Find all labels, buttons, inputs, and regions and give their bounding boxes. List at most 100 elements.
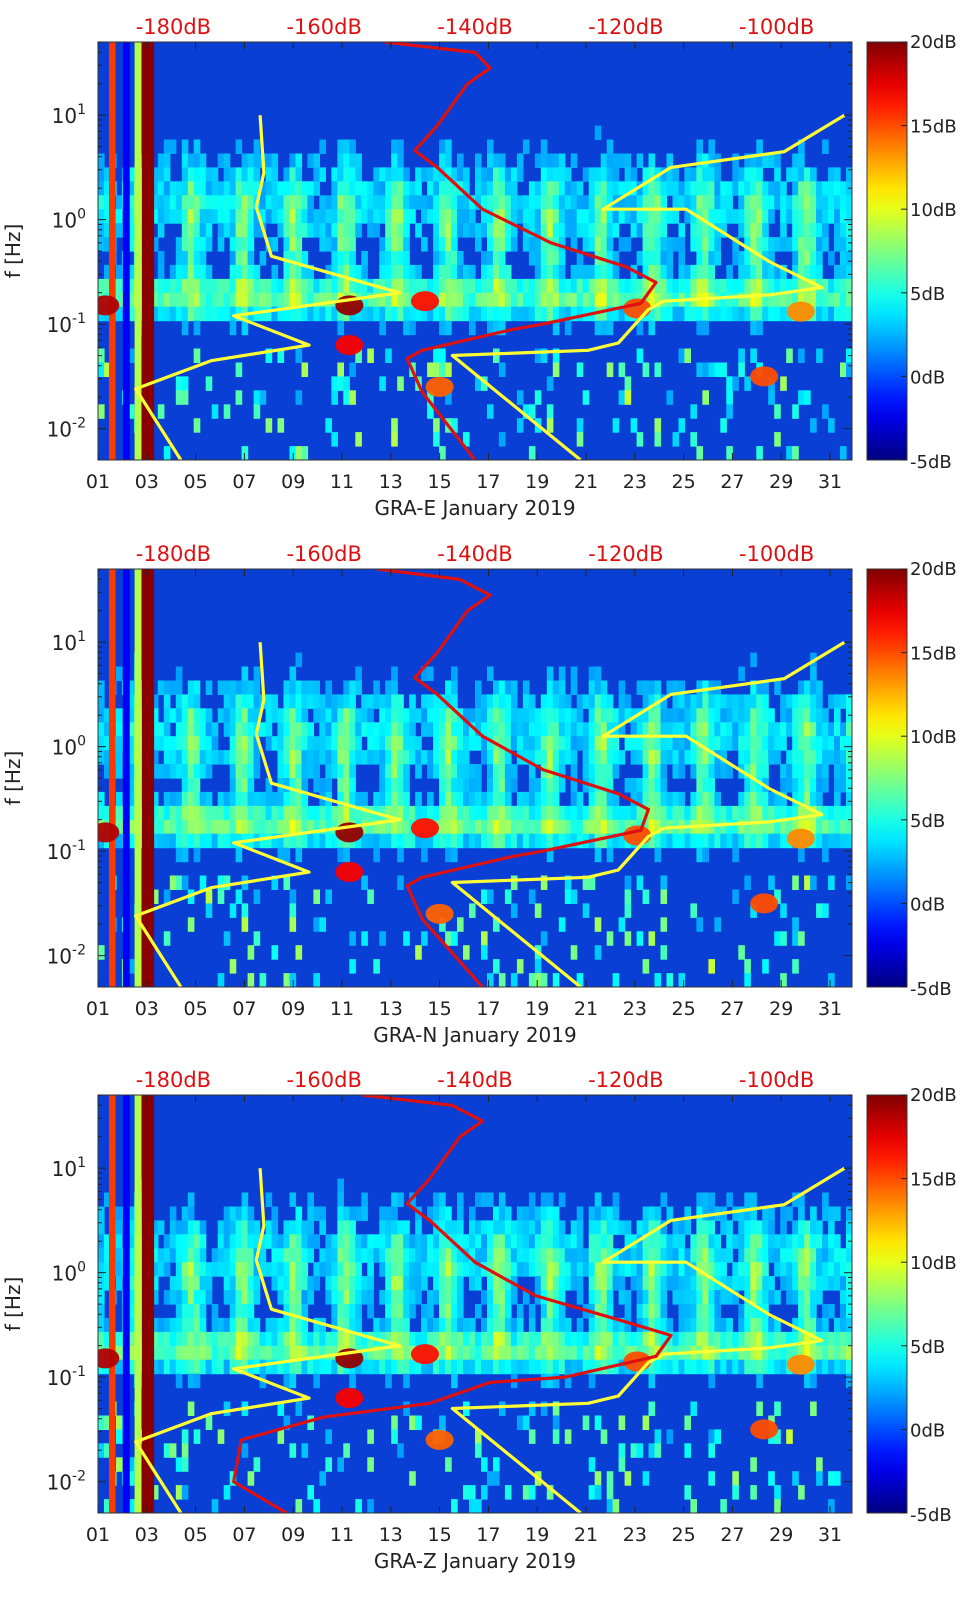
- spectrogram-cell: [672, 1248, 680, 1263]
- spectrogram-cell: [493, 1345, 500, 1361]
- spectrogram-cell: [295, 348, 303, 363]
- spectrogram-cell: [355, 1359, 362, 1375]
- spectrogram-cell: [846, 736, 852, 751]
- spectrogram-cell: [828, 278, 835, 294]
- spectrogram-cell: [349, 1206, 356, 1221]
- spectrogram-cell: [241, 1234, 249, 1249]
- spectrogram-cell: [475, 1234, 482, 1249]
- spectrogram-cell: [594, 666, 602, 681]
- spectrogram-cell: [235, 1248, 243, 1263]
- spectrogram-cell: [247, 750, 255, 765]
- spectrogram-cell: [750, 1290, 757, 1305]
- spectrogram-cell: [283, 708, 291, 723]
- spectrogram-cell: [283, 223, 291, 238]
- spectrogram-cell: [726, 805, 733, 821]
- spectrogram-cell: [840, 1359, 847, 1375]
- spectrogram-cell: [750, 153, 757, 168]
- spectrogram-cell: [744, 153, 751, 168]
- spectrogram-cell: [720, 750, 727, 765]
- spectrogram-cell: [624, 181, 632, 196]
- spectrogram-cell: [516, 1415, 524, 1430]
- spectrogram-cell: [600, 195, 608, 210]
- spectrogram-cell: [151, 209, 159, 224]
- spectrogram-cell: [193, 708, 201, 723]
- spectrogram-cell: [714, 237, 721, 252]
- spectrogram-cell: [756, 750, 763, 765]
- spectrogram-cell: [834, 209, 841, 224]
- spectrogram-cell: [606, 847, 614, 863]
- spectrogram-cell: [732, 1206, 739, 1221]
- spectrogram-cell: [193, 1234, 201, 1249]
- spectrogram-cell: [487, 153, 494, 168]
- spectrogram-cell: [295, 1206, 303, 1221]
- spectrogram-cell: [98, 1290, 105, 1305]
- spectrogram-cell: [241, 722, 249, 737]
- spectrogram-cell: [319, 139, 326, 154]
- spectrogram-cell: [277, 736, 285, 751]
- spectrogram-cell: [534, 959, 542, 974]
- spectrogram-cell: [558, 306, 566, 322]
- spectrogram-cell: [427, 1359, 434, 1375]
- spectrogram-cell: [229, 764, 237, 779]
- spectrogram-cell: [481, 1248, 488, 1263]
- spectrogram-cell: [810, 1373, 817, 1389]
- spectrogram-cell: [313, 778, 320, 793]
- spectrogram-cell: [774, 306, 781, 322]
- spectrogram-cell: [433, 694, 440, 709]
- spectrogram-cell: [104, 223, 111, 238]
- spectrogram-cell: [672, 805, 680, 821]
- spectrogram-cell: [265, 722, 273, 737]
- spectrogram-cell: [768, 1276, 775, 1291]
- spectrogram-cell: [720, 1262, 727, 1277]
- spectrogram-cell: [229, 264, 237, 280]
- spectrogram-cell: [672, 432, 680, 447]
- spectrogram-cell: [253, 750, 261, 765]
- spectrogram-cell: [636, 1276, 644, 1291]
- spectrogram-panel-gra-z: 01 03 05 07 09 11 13 15 17 19 21 23 25 27 29 31 GRA-Z Ja…: [0, 1053, 962, 1583]
- spectrogram-cell: [810, 1234, 817, 1249]
- spectrogram-cell: [780, 1345, 787, 1361]
- spectrogram-cell: [457, 1262, 464, 1277]
- spectrogram-cell: [654, 209, 662, 224]
- spectrogram-cell: [157, 404, 165, 419]
- spectrogram-cell: [391, 1317, 398, 1333]
- spectrogram-cell: [241, 251, 249, 266]
- spectrogram-cell: [750, 1262, 757, 1277]
- spectrogram-cell: [606, 209, 614, 224]
- spectrogram-cell: [732, 1359, 739, 1375]
- spectrogram-cell: [804, 708, 811, 723]
- spectrogram-cell: [522, 750, 530, 765]
- spectrogram-cell: [732, 1331, 739, 1347]
- spectrogram-cell: [307, 1234, 314, 1249]
- spectrogram-cell: [654, 237, 662, 252]
- spectrogram-cell: [690, 181, 697, 196]
- spectrogram-cell: [343, 1290, 350, 1305]
- spectrogram-cell: [762, 680, 769, 695]
- spectrogram-cell: [439, 1192, 446, 1207]
- spectrogram-cell: [738, 264, 745, 280]
- spectrogram-cell: [618, 1415, 626, 1430]
- spectrogram-cell: [181, 833, 189, 849]
- spectrogram-cell: [199, 1290, 207, 1305]
- spectrogram-cell: [373, 680, 380, 695]
- spectrogram-cell: [163, 139, 171, 154]
- spectrogram-cell: [504, 237, 512, 252]
- spectrogram-cell: [116, 264, 123, 280]
- spectrogram-cell: [708, 181, 715, 196]
- spectrogram-cell: [606, 195, 614, 210]
- spectrogram-cell: [277, 791, 285, 807]
- spectrogram-cell: [313, 1206, 320, 1221]
- spectrogram-cell: [247, 722, 255, 737]
- spectrogram-cell: [451, 1220, 458, 1235]
- spectrogram-cell: [469, 1234, 476, 1249]
- spectrogram-cell: [552, 805, 560, 821]
- spectrogram-cell: [714, 764, 721, 779]
- spectrogram-cell: [451, 722, 458, 737]
- spectrogram-cell: [98, 167, 105, 182]
- spectrogram-cell: [714, 1248, 721, 1263]
- spectrogram-cell: [810, 223, 817, 238]
- spectrogram-cell: [666, 708, 674, 723]
- spectrogram-cell: [289, 1220, 297, 1235]
- spectrogram-cell: [289, 167, 297, 182]
- spectrogram-cell: [744, 1192, 751, 1207]
